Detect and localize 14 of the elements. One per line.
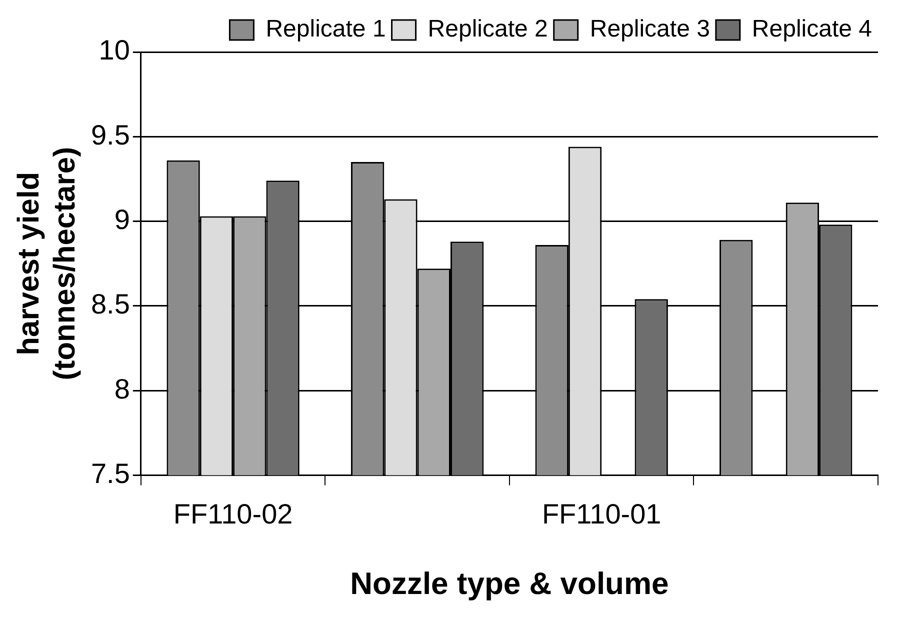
x-tick-label: FF110-02 (173, 498, 293, 530)
y-tick-label: 8.5 (90, 288, 130, 320)
legend-label: Replicate 4 (752, 16, 872, 43)
legend-label: Replicate 1 (266, 16, 386, 43)
x-tick-label: FF110-01 (542, 498, 662, 530)
y-tick-label: 9.5 (90, 119, 130, 150)
y-tick-label: 9 (114, 204, 130, 235)
legend-label: Replicate 3 (590, 16, 710, 43)
y-tick-label: 10 (98, 34, 130, 66)
y-axis-title: harvest yield (tonnes/hectare) (12, 146, 82, 380)
x-axis-title: Nozzle type & volume (350, 566, 669, 601)
y-tick-label: 8 (114, 373, 130, 404)
legend-label: Replicate 2 (428, 16, 548, 43)
y-tick-label: 7.5 (90, 458, 130, 489)
